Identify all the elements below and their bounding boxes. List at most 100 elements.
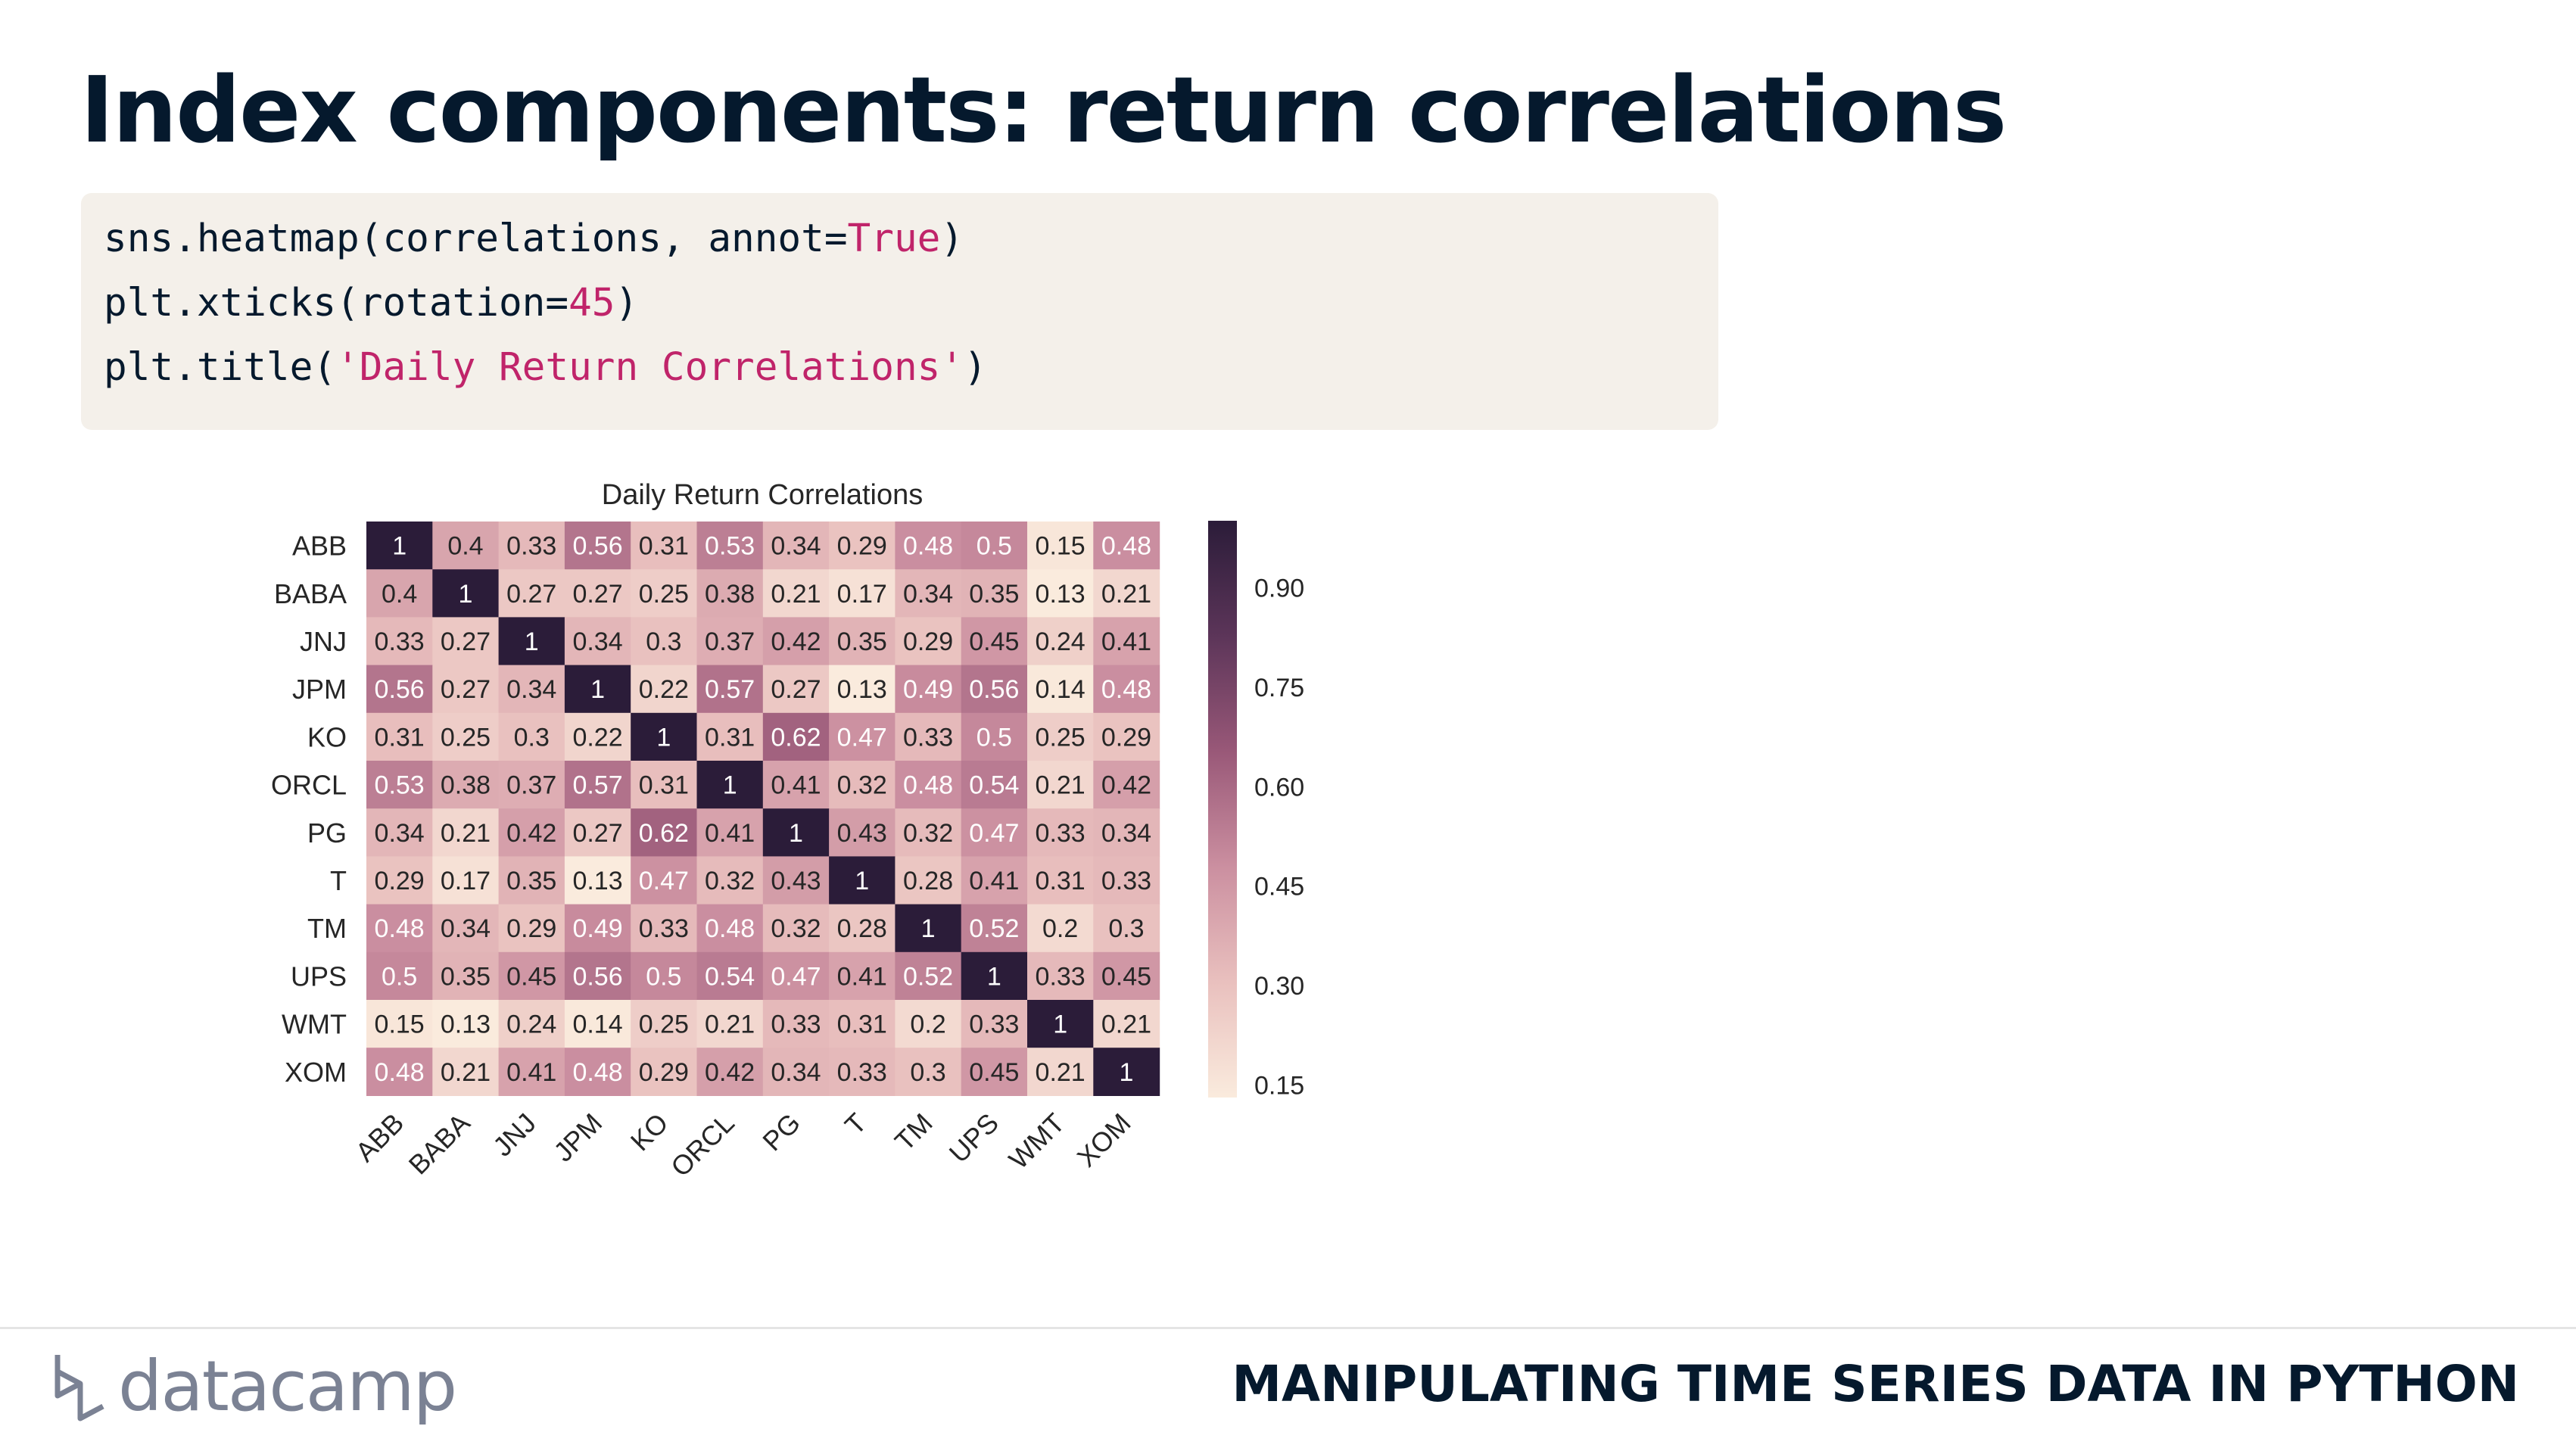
heatmap-cell: [1027, 569, 1094, 618]
heatmap-cell: [1027, 761, 1094, 809]
heatmap-cell: [895, 665, 962, 714]
heatmap-cell: [498, 761, 565, 809]
cell-annotation: 0.48: [903, 532, 953, 561]
heatmap-cell: [895, 761, 962, 809]
cell-annotation: 1: [392, 532, 406, 561]
row-label: ABB: [292, 531, 347, 562]
cell-annotation: 0.41: [1101, 627, 1151, 656]
col-label: BABA: [403, 1107, 476, 1181]
heatmap-cell: [829, 665, 896, 714]
cell-annotation: 0.17: [837, 580, 887, 609]
code-line-1: sns.heatmap(correlations, annot=True): [104, 207, 1718, 271]
cell-annotation: 0.21: [1036, 1058, 1086, 1087]
heatmap-cell: [829, 617, 896, 666]
cell-annotation: 0.29: [903, 627, 953, 656]
col-label: XOM: [1071, 1107, 1137, 1173]
heatmap-cell: [432, 856, 500, 905]
datacamp-logo-icon: [55, 1354, 104, 1421]
colorbar-tick-label: 0.45: [1254, 873, 1304, 901]
cell-annotation: 0.13: [837, 675, 887, 704]
heatmap-cell: [829, 761, 896, 809]
heatmap-cell: [564, 665, 631, 714]
heatmap-cell: [696, 712, 764, 761]
cell-annotation: 0.5: [977, 532, 1012, 561]
cell-annotation: 0.34: [771, 532, 821, 561]
heatmap-cell: [432, 569, 500, 618]
heatmap-cell: [762, 856, 830, 905]
heatmap-cell: [366, 522, 433, 570]
row-label: JNJ: [300, 626, 347, 657]
code-keyword: 45: [568, 281, 615, 325]
cell-annotation: 0.21: [1101, 1010, 1151, 1039]
cell-annotation: 0.28: [837, 914, 887, 943]
cell-annotation: 0.4: [447, 532, 483, 561]
code-text: sns.heatmap(correlations, annot=: [104, 216, 848, 261]
heatmap-cell: [631, 1000, 698, 1048]
heatmap-cell: [366, 808, 433, 857]
heatmap-cell: [696, 951, 764, 1001]
heatmap-cell: [564, 617, 631, 666]
cell-annotation: 0.31: [837, 1010, 887, 1039]
cell-annotation: 1: [855, 867, 869, 895]
heatmap-cell: [895, 569, 962, 618]
heatmap-cell: [366, 856, 433, 905]
heatmap-cell: [762, 761, 830, 809]
cell-annotation: 0.31: [705, 723, 755, 752]
datacamp-logo: datacamp: [53, 1346, 457, 1427]
cell-annotation: 0.57: [705, 675, 755, 704]
cell-annotation: 0.3: [514, 723, 550, 752]
cell-annotation: 0.31: [375, 723, 425, 752]
heatmap-cell: [432, 904, 500, 953]
correlation-heatmap: Daily Return Correlations 1 0.4 0.33 0.56 0.…: [271, 479, 1304, 1183]
cell-annotation: 0.43: [771, 867, 821, 895]
heatmap-cell: [366, 665, 433, 714]
row-label: PG: [307, 817, 347, 848]
cell-annotation: 0.48: [375, 914, 425, 943]
cell-annotation: 0.54: [969, 771, 1019, 800]
cell-annotation: 0.32: [837, 771, 887, 800]
heatmap-cell: [696, 808, 764, 857]
cell-annotation: 0.49: [572, 914, 622, 943]
cell-annotation: 0.45: [506, 962, 556, 991]
cell-annotation: 0.27: [572, 819, 622, 848]
cell-annotation: 0.43: [837, 819, 887, 848]
cell-annotation: 0.37: [705, 627, 755, 656]
cell-annotation: 0.48: [1101, 532, 1151, 561]
heatmap-cell: [564, 808, 631, 857]
colorbar-tick-label: 0.90: [1254, 574, 1304, 603]
heatmap-cell: [432, 1048, 500, 1096]
colorbar-tick-label: 0.60: [1254, 773, 1304, 802]
heatmap-cell: [696, 904, 764, 953]
heatmap-cell: [1027, 951, 1094, 1001]
heatmap-cell: [498, 904, 565, 953]
colorbar-ticks: 0.15 0.30 0.45 0.60 0.75 0.90: [1254, 574, 1304, 1101]
heatmap-cell: [829, 856, 896, 905]
cell-annotation: 0.47: [969, 819, 1019, 848]
code-text: plt.xticks(rotation=: [104, 281, 569, 325]
heatmap-cell: [1093, 1048, 1160, 1096]
cell-annotation: 0.56: [572, 532, 622, 561]
heatmap-cell: [961, 665, 1028, 714]
heatmap-cell: [498, 665, 565, 714]
cell-annotation: 0.42: [705, 1058, 755, 1087]
code-text: ): [964, 345, 987, 390]
heatmap-cell: [498, 712, 565, 761]
cell-annotation: 0.54: [705, 962, 755, 991]
heatmap-cell: [696, 665, 764, 714]
heatmap-cell: [1027, 808, 1094, 857]
colorbar-tick-label: 0.15: [1254, 1071, 1304, 1100]
heatmap-cell: [696, 617, 764, 666]
heatmap-cell: [366, 1000, 433, 1048]
heatmap-cell: [432, 522, 500, 570]
heatmap-cell: [895, 904, 962, 953]
heatmap-cell: [366, 761, 433, 809]
heatmap-cell: [498, 856, 565, 905]
heatmap-cell: [762, 712, 830, 761]
slide-title: Index components: return correlations: [80, 58, 2007, 163]
heatmap-cell: [696, 569, 764, 618]
cell-annotation: 0.56: [375, 675, 425, 704]
cell-annotation: 0.48: [903, 771, 953, 800]
heatmap-cell: [961, 1048, 1028, 1096]
cell-annotation: 0.14: [1036, 675, 1086, 704]
